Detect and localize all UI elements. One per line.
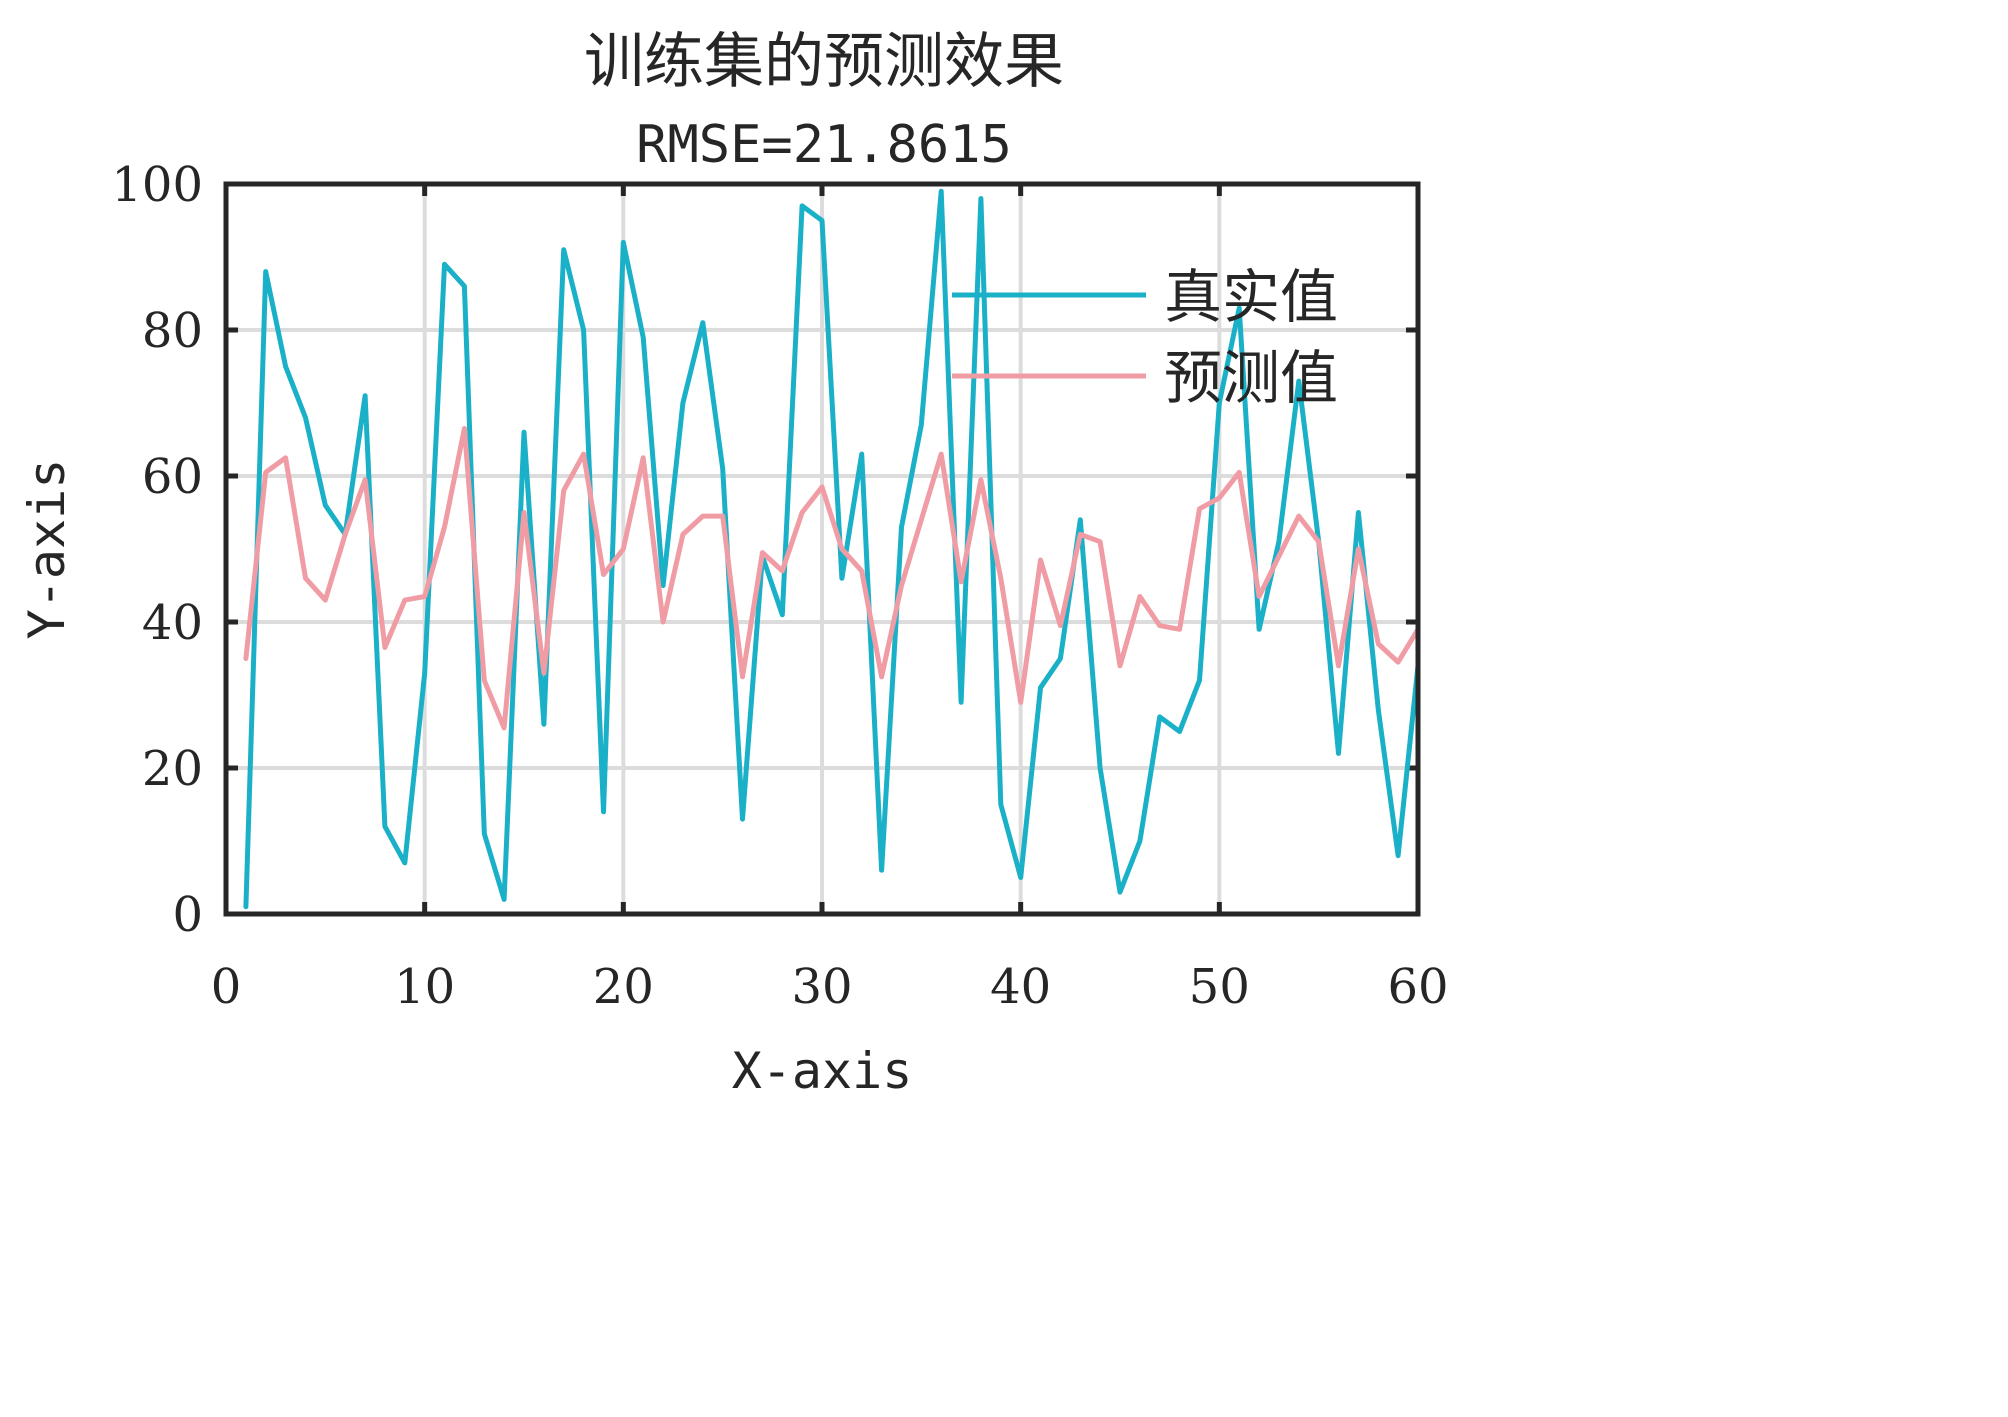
y-tick-label: 60	[142, 449, 203, 505]
x-tick-label: 50	[1189, 959, 1250, 1015]
chart-container: 训练集的预测效果 RMSE=21.8615 0 10 20 30 40 50 60 0 20 4…	[18, 27, 1449, 1100]
y-tick-label: 100	[111, 157, 203, 213]
x-axis-label: X-axis	[732, 1042, 913, 1100]
series-lines	[243, 188, 1421, 910]
legend-label-predicted-value: 预测值	[1164, 344, 1338, 412]
y-tick-label: 20	[142, 741, 203, 797]
x-tick-label: 60	[1387, 959, 1448, 1015]
x-tick-label: 0	[211, 959, 242, 1015]
legend-label-true-value: 真实值	[1164, 263, 1338, 331]
line-chart: 训练集的预测效果 RMSE=21.8615 0 10 20 30 40 50 60 0 20 4…	[18, 27, 1449, 1100]
x-tick-label: 40	[990, 959, 1051, 1015]
chart-subtitle: RMSE=21.8615	[636, 115, 1012, 175]
x-tick-labels: 0 10 20 30 40 50 60	[211, 959, 1449, 1015]
y-tick-label: 80	[142, 303, 203, 359]
y-tick-label: 40	[142, 595, 203, 651]
series-line-predicted-value	[243, 426, 1421, 731]
y-tick-label: 0	[172, 887, 203, 943]
chart-title: 训练集的预测效果	[584, 27, 1064, 97]
y-axis-label: Y-axis	[18, 459, 76, 640]
chart-legend: 真实值 预测值	[952, 263, 1338, 412]
y-tick-labels: 0 20 40 60 80 100	[111, 157, 203, 943]
x-tick-label: 10	[394, 959, 455, 1015]
axes-frame	[223, 181, 1421, 917]
x-tick-label: 20	[593, 959, 654, 1015]
x-tick-label: 30	[791, 959, 852, 1015]
series-line-true-value	[243, 188, 1421, 910]
